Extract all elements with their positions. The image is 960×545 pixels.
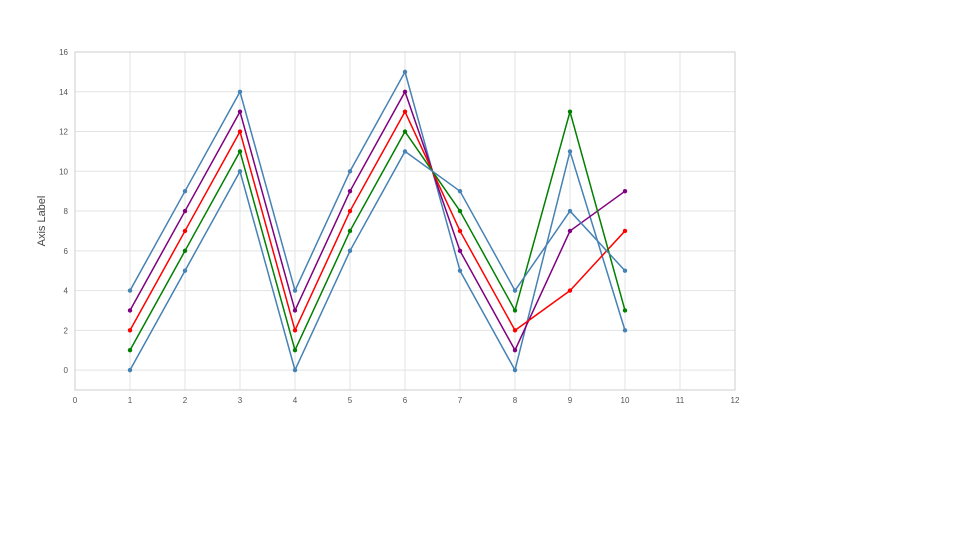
y-axis-title: Axis Label [36,196,48,247]
plot-area-frame [74,51,736,391]
y-axis-ticks: 0 2 4 6 8 10 12 14 16 [59,48,68,375]
data-point [512,328,518,333]
x-tick-label: 1 [128,396,133,405]
data-point [512,308,518,313]
series-3 [127,109,628,333]
data-point [402,89,408,94]
x-tick-label: 5 [348,396,353,405]
data-point [457,208,463,214]
x-tick-label: 11 [676,396,685,405]
series-group [127,69,628,373]
data-point [127,308,133,313]
y-tick-label: 16 [59,48,68,57]
data-point [182,268,188,273]
data-point [292,328,298,333]
data-point [182,248,188,254]
data-point [457,188,463,194]
data-point [567,228,573,234]
series-4 [127,109,628,353]
series-4-line [129,110,626,351]
data-point [457,268,463,273]
x-tick-label: 12 [731,396,740,405]
series-1 [127,69,628,373]
y-tick-label: 0 [64,366,69,375]
x-tick-label: 8 [513,396,518,405]
data-point [512,288,518,293]
y-tick-label: 12 [59,128,68,137]
series-2-line [129,91,626,351]
data-point [127,288,133,293]
data-point [347,248,353,254]
y-tick-label: 2 [64,326,69,335]
data-point [457,248,463,254]
x-tick-label: 2 [183,396,188,405]
data-point [622,228,628,234]
y-tick-label: 8 [64,207,69,216]
data-point [292,308,298,313]
data-point [567,208,573,214]
data-point [127,328,133,333]
data-point [127,367,133,373]
data-point [402,69,408,75]
data-point [622,308,628,313]
x-axis-ticks: 0 1 2 3 4 5 6 7 8 9 10 11 12 [73,396,740,405]
data-point [567,149,573,154]
data-point [237,169,243,174]
data-point [567,288,573,293]
grid [74,51,736,390]
data-point [237,149,243,154]
data-point [512,367,518,373]
x-tick-label: 4 [293,396,298,405]
series-1-line [129,71,626,371]
data-point [457,228,463,234]
data-point [622,188,628,194]
y-tick-label: 14 [59,88,68,97]
x-tick-label: 9 [568,396,573,405]
data-point [127,348,133,353]
y-tick-label: 6 [64,247,69,256]
data-point [182,188,188,194]
data-point [402,149,408,154]
data-point [237,89,243,94]
data-point [292,348,298,353]
y-tick-label: 10 [59,167,68,176]
x-tick-label: 3 [238,396,243,405]
data-point [237,129,243,134]
data-point [347,228,353,234]
data-point [402,129,408,134]
x-tick-label: 7 [458,396,463,405]
data-point [292,367,298,373]
data-point [567,109,573,114]
series-3-line [129,110,626,332]
x-tick-label: 10 [621,396,630,405]
data-point [292,288,298,293]
data-point [347,188,353,194]
data-point [402,109,408,114]
series-5 [127,149,628,373]
data-point [237,109,243,114]
data-point [622,328,628,333]
data-point [347,208,353,214]
data-point [622,268,628,273]
data-point [512,348,518,353]
data-point [182,228,188,234]
data-point [347,169,353,174]
data-point [182,208,188,214]
series-2 [127,89,628,353]
x-tick-label: 6 [403,396,408,405]
series-5-line [129,150,626,371]
x-tick-label: 0 [73,396,78,405]
y-tick-label: 4 [64,287,69,296]
